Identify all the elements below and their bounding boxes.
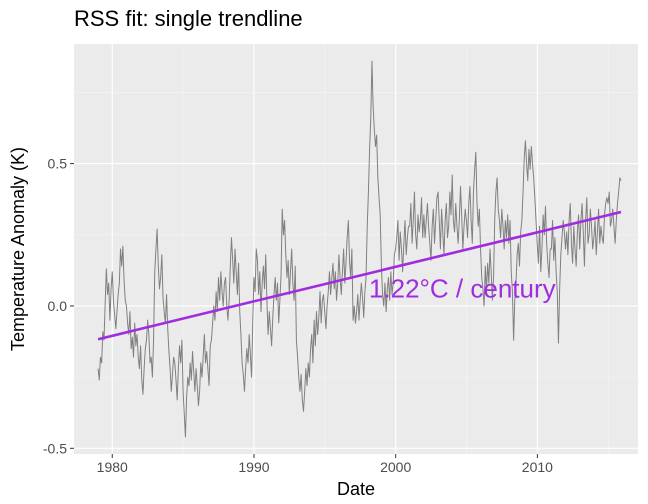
x-tick-label: 2000 <box>380 459 411 475</box>
series-layer <box>97 60 622 438</box>
x-tick-label: 1990 <box>238 459 269 475</box>
trend-rate-annotation: 1.22°C / century <box>369 273 556 303</box>
y-tick-label: 0.5 <box>48 156 68 172</box>
x-tick-label: 1980 <box>97 459 128 475</box>
x-axis-title: Date <box>337 479 375 499</box>
chart-title: RSS fit: single trendline <box>74 6 303 31</box>
axis-ticks: 1980 1990 2000 2010 -0.5 0.0 0.5 <box>43 156 553 475</box>
x-tick-label: 2010 <box>522 459 553 475</box>
y-tick-label: 0.0 <box>48 298 68 314</box>
y-axis-title: Temperature Anomaly (K) <box>8 147 28 351</box>
plot-panel <box>74 44 638 454</box>
y-tick-label: -0.5 <box>43 440 67 456</box>
temperature-anomaly-line <box>97 60 622 438</box>
trendline <box>97 210 622 341</box>
